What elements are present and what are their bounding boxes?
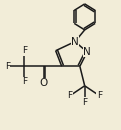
Text: O: O xyxy=(39,78,48,88)
Text: N: N xyxy=(83,47,91,57)
Text: N: N xyxy=(71,37,79,47)
Text: F: F xyxy=(22,77,27,86)
Text: F: F xyxy=(5,62,10,71)
Text: F: F xyxy=(22,46,27,55)
Text: F: F xyxy=(97,91,102,100)
Text: F: F xyxy=(82,98,87,107)
Text: F: F xyxy=(68,91,73,100)
